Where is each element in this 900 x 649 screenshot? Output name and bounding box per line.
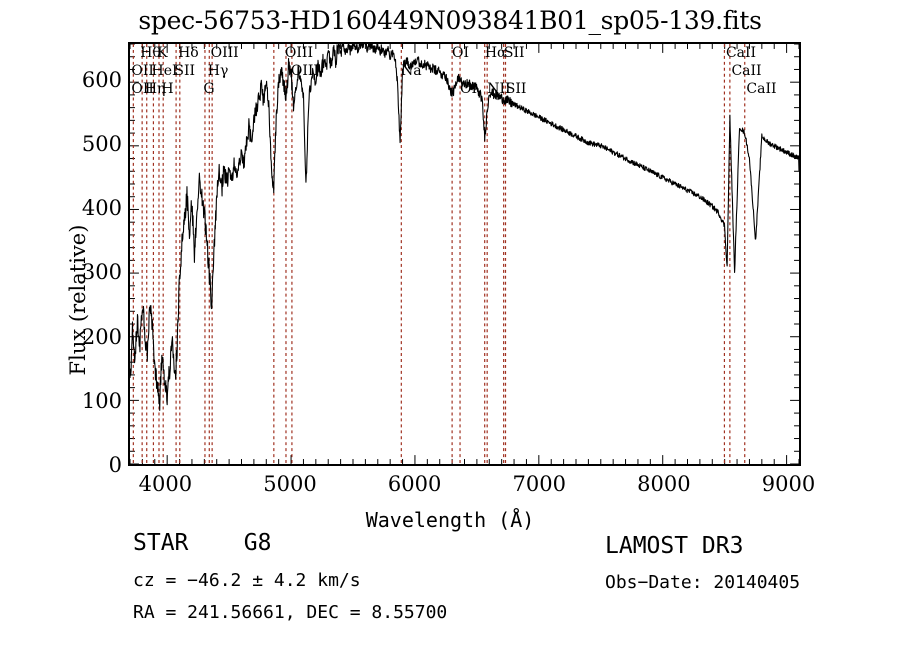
y-tick-label: 400	[81, 196, 122, 221]
spectral-line-label: Hδ	[178, 45, 199, 61]
spectral-line-label: G	[203, 81, 215, 97]
y-tick-label: 0	[108, 453, 122, 477]
spectral-line-label: Na	[400, 63, 422, 79]
x-tick-label: 4000	[138, 472, 193, 496]
y-tick-label: 600	[81, 67, 122, 92]
observation-date: Obs−Date: 20140405	[605, 572, 801, 593]
spectral-class: G8	[243, 530, 272, 556]
y-axis-ticklabels: 0 100 200 300 400 500 600	[58, 0, 122, 649]
spectral-line-label: H	[161, 81, 174, 97]
coordinates: RA = 241.56661, DEC = 8.55700	[133, 602, 448, 623]
y-tick-label: 100	[81, 388, 122, 413]
spectral-line-label: OI	[452, 45, 470, 61]
spectral-line-label: NII	[487, 81, 511, 97]
radial-velocity: cz = −46.2 ± 4.2 km/s	[133, 570, 361, 591]
object-type-and-class: STAR G8	[133, 530, 271, 556]
x-tick-label: 5000	[263, 472, 317, 496]
spectral-line-label: OI	[460, 81, 478, 97]
spectral-line-label: K	[157, 45, 168, 61]
spectral-line-label: CaII	[731, 63, 762, 79]
spectral-line-label: HeI	[151, 63, 178, 79]
page-title: spec-56753-HD160449N093841B01_sp05-139.f…	[138, 6, 762, 35]
spectral-line-label: Hθ	[140, 45, 161, 61]
spectral-line-label: OII	[131, 81, 154, 97]
x-tick-label: 9000	[761, 472, 816, 496]
spectrum-svg	[130, 44, 799, 464]
y-tick-label: 500	[81, 131, 122, 156]
spectral-line-label: CaII	[725, 45, 757, 61]
spectral-line-label: Hη	[144, 81, 166, 97]
spectral-line-label: SII	[503, 45, 525, 61]
x-axis-label: Wavelength (Å)	[365, 508, 535, 532]
spectral-line-label: CaII	[746, 81, 777, 97]
object-type: STAR	[133, 530, 189, 556]
spectral-line-label: SII	[174, 63, 196, 79]
spectral-line-label: SII	[505, 81, 527, 97]
spectral-line-label: Hα	[484, 45, 507, 61]
metadata-footer: STAR G8 cz = −46.2 ± 4.2 km/s RA = 241.5…	[0, 530, 900, 640]
x-axis-ticklabels: 4000 5000 6000 7000 8000 9000	[0, 474, 900, 504]
spectral-line-label: OII	[131, 63, 154, 79]
survey-name: LAMOST DR3	[605, 533, 744, 559]
x-tick-label: 6000	[387, 472, 442, 496]
spectral-line-label: Hγ	[207, 63, 229, 79]
spectral-line-label: OIII	[284, 45, 313, 61]
spectral-line-label: OIII	[290, 63, 319, 79]
x-tick-label: 8000	[637, 472, 691, 496]
y-tick-label: 200	[81, 324, 122, 349]
spectral-line-label: OIII	[210, 45, 239, 61]
y-tick-label: 300	[81, 260, 122, 285]
spectrum-plot: Hθ K Hδ OIII OIII OI Hα SII CaII OII HeI SII Hγ OIII N…	[128, 42, 801, 466]
x-tick-label: 7000	[512, 472, 566, 496]
